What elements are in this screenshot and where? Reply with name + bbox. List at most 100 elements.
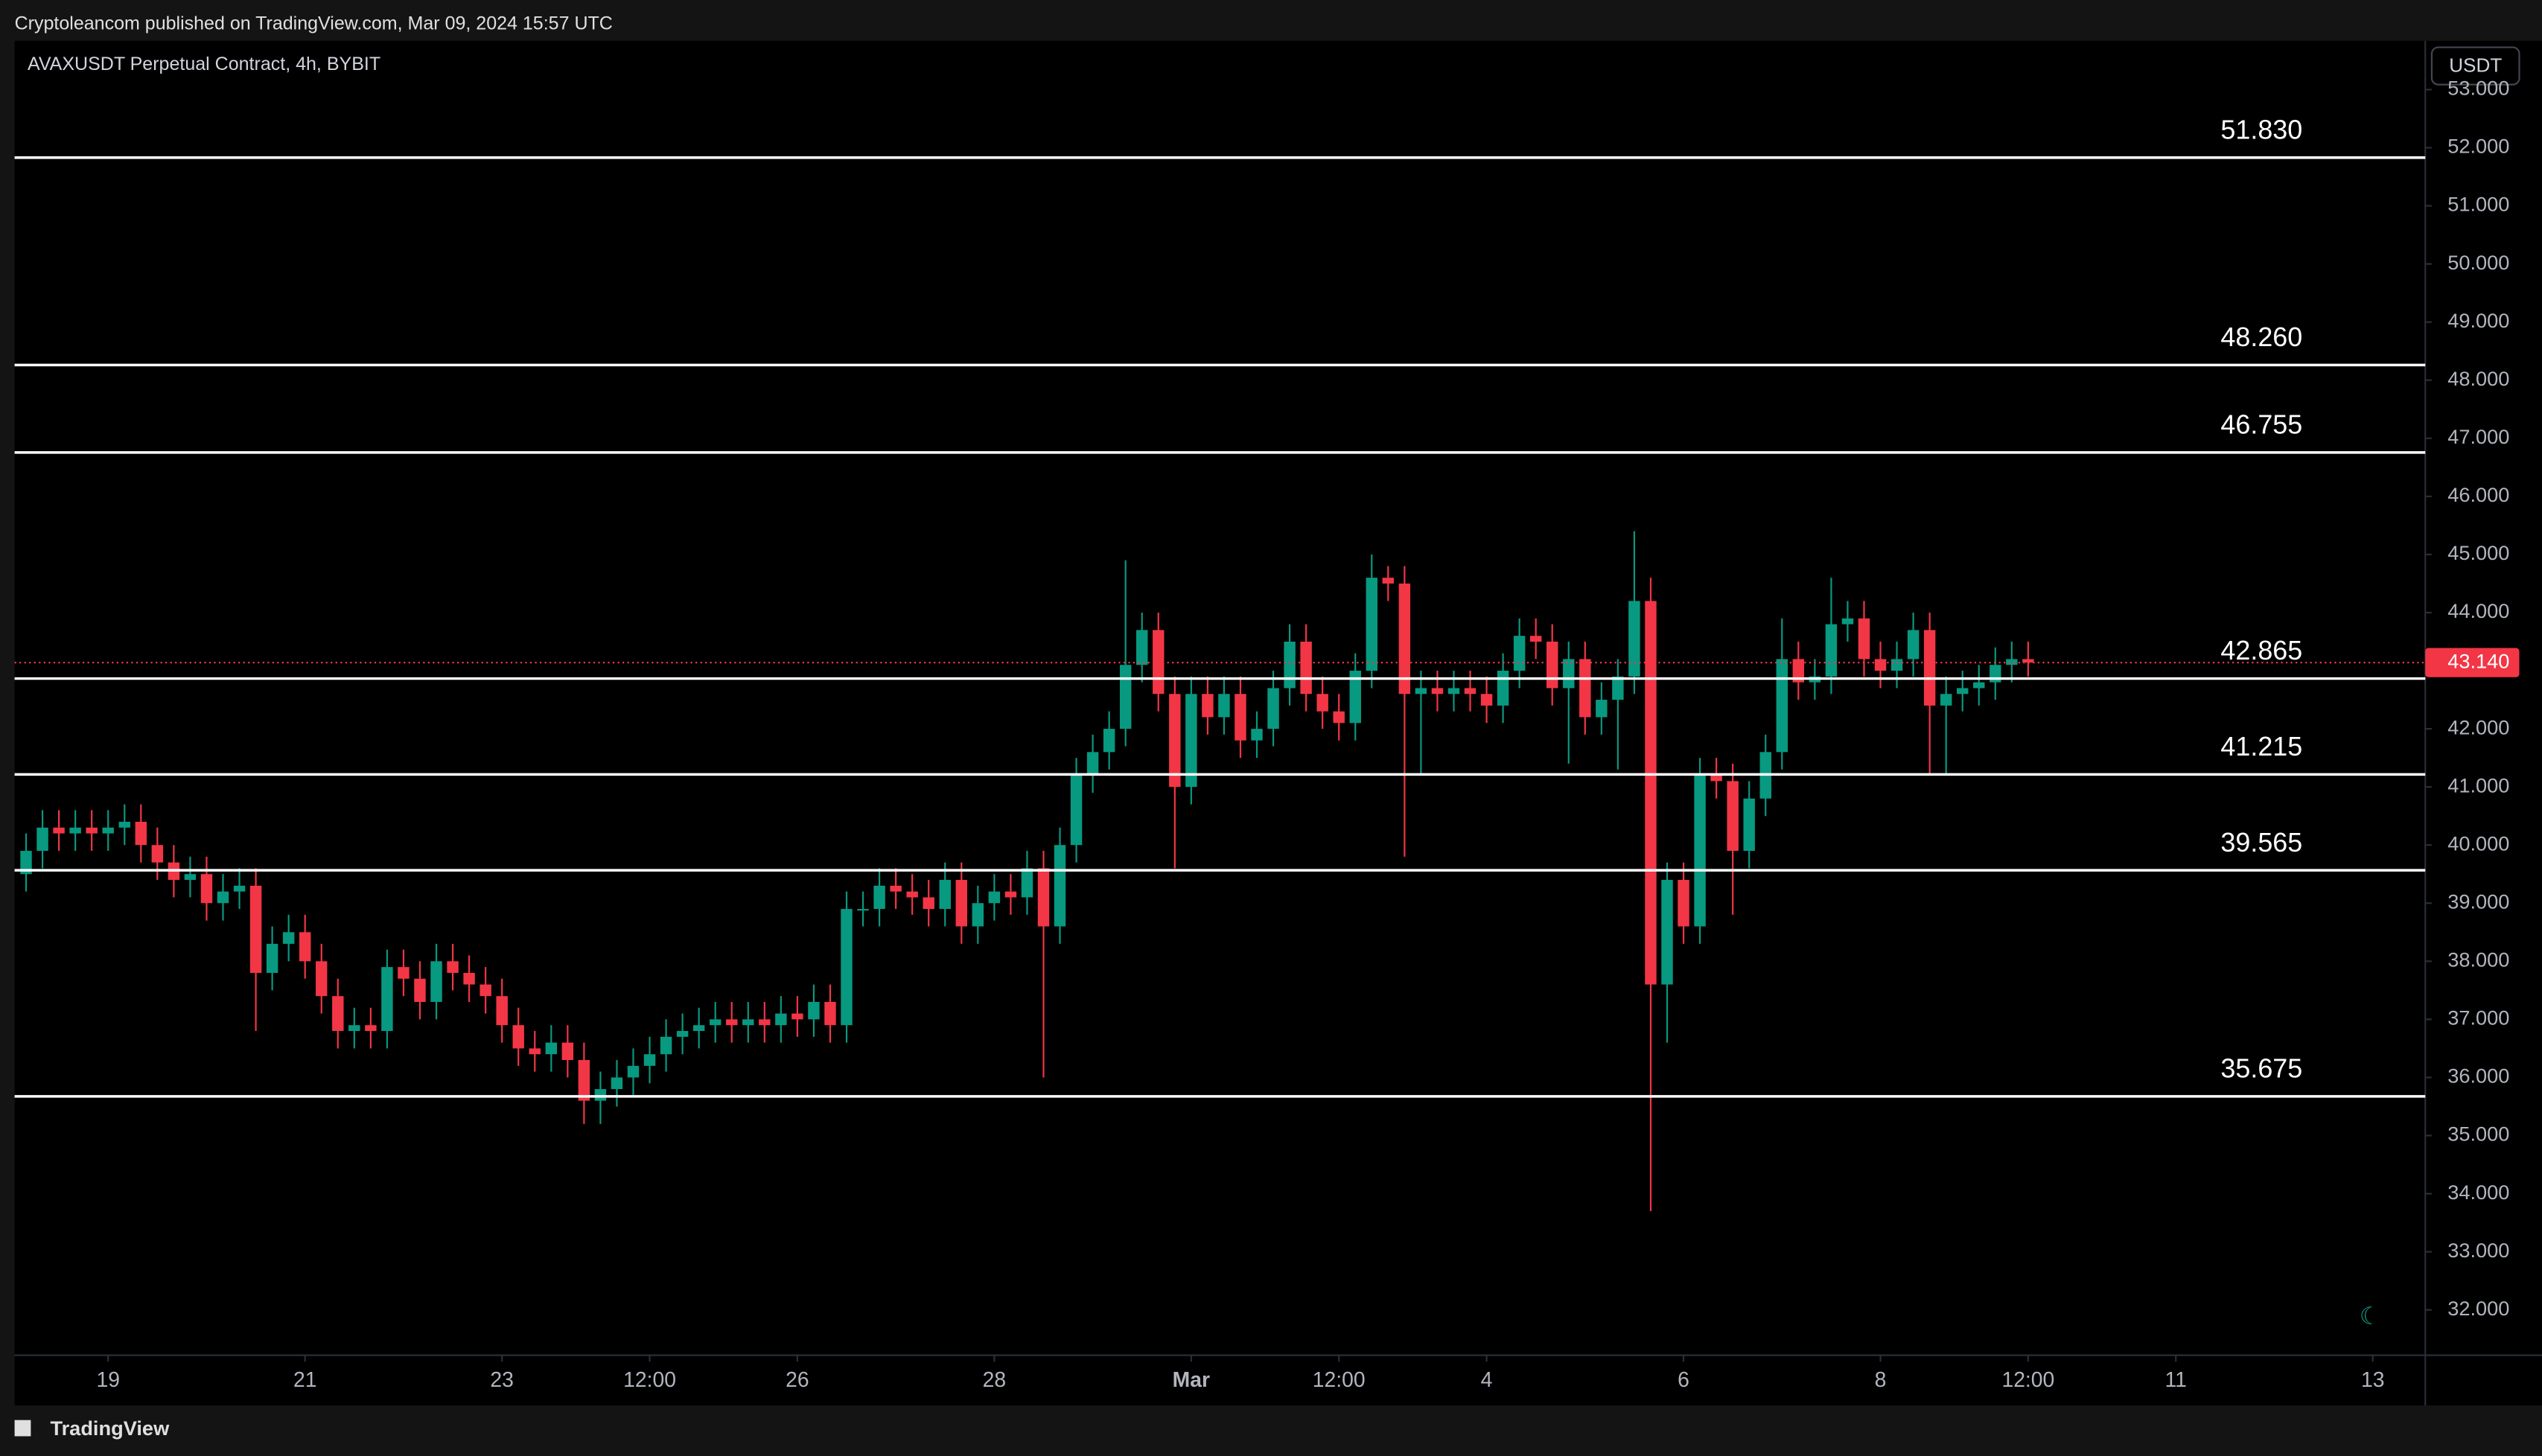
candle-body [2006, 659, 2018, 665]
candle-body [594, 1089, 607, 1101]
candle-body [1415, 688, 1427, 695]
candle-body [414, 978, 426, 1002]
candle-body [1645, 601, 1657, 985]
candle-body [1202, 694, 1214, 718]
y-tick-label: 45.000 [2447, 541, 2509, 564]
y-tick-label: 48.000 [2447, 367, 2509, 390]
candle-body [1957, 688, 1969, 695]
candle-body [1366, 578, 1377, 671]
candle-body [184, 874, 197, 881]
candle-body [1940, 694, 1952, 706]
candle-body [249, 885, 262, 973]
candle-body [1300, 641, 1312, 695]
candle-body [808, 1001, 820, 1020]
y-tick-label: 52.000 [2447, 135, 2509, 158]
x-tick-label: 8 [1875, 1367, 1887, 1391]
candle-body [1628, 601, 1640, 677]
x-tick-label: 19 [96, 1367, 119, 1391]
candle-body [1858, 618, 1870, 660]
candle-body [1874, 659, 1887, 671]
candle-body [430, 961, 442, 1002]
x-tick-label: 12:00 [2001, 1367, 2054, 1391]
candle-body [692, 1025, 705, 1032]
y-tick-label: 39.000 [2447, 890, 2509, 913]
candle-body [857, 909, 869, 911]
candle-body [463, 972, 475, 985]
candle-body [1792, 659, 1805, 683]
candle-body [660, 1036, 672, 1055]
candle-body [69, 827, 81, 834]
last-price-label: 43.140 [2447, 649, 2509, 672]
candle-body [1447, 688, 1460, 695]
candle-body [118, 821, 130, 828]
candle-body [841, 909, 853, 1026]
candle-body [151, 845, 164, 863]
candle-body [447, 961, 459, 973]
candle-body [398, 967, 410, 979]
y-tick-label: 50.000 [2447, 251, 2509, 274]
currency-label[interactable]: USDT [2449, 54, 2502, 77]
candle-body [1497, 671, 1509, 706]
x-tick-label: 4 [1481, 1367, 1493, 1391]
candle-body [1004, 891, 1017, 898]
candle-body [1136, 630, 1148, 665]
y-tick-label: 40.000 [2447, 831, 2509, 855]
theme-icon[interactable]: ☾ [2360, 1302, 2381, 1329]
candle-body [299, 932, 311, 962]
candle-body [1841, 618, 1854, 625]
candle-body [1037, 868, 1050, 927]
candle-body [135, 821, 147, 846]
candle-body [381, 967, 393, 1032]
candle-body [282, 932, 295, 944]
candle-body [1710, 775, 1722, 782]
candle-body [873, 885, 885, 910]
candle-body [1054, 845, 1066, 927]
x-tick-label: Mar [1173, 1367, 1210, 1391]
y-tick-label: 33.000 [2447, 1239, 2509, 1262]
x-tick-label: 6 [1678, 1367, 1689, 1391]
candle-body [775, 1013, 787, 1026]
candle-body [1169, 694, 1181, 788]
candle-body [923, 897, 934, 910]
candle-body [53, 827, 65, 834]
candle-body [1579, 659, 1591, 718]
candle-body [20, 851, 32, 875]
level-label: 39.565 [2220, 827, 2302, 858]
candle-body [1431, 688, 1444, 695]
candle-body [742, 1019, 754, 1026]
y-tick-label: 49.000 [2447, 309, 2509, 332]
candle-body [1727, 781, 1739, 852]
candle-body [824, 1001, 836, 1026]
publish-note: Cryptoleancom published on TradingView.c… [15, 13, 613, 34]
candle-body [972, 903, 984, 927]
x-tick-label: 12:00 [623, 1367, 676, 1391]
candle-body [578, 1060, 590, 1101]
candle-body [1119, 665, 1132, 729]
level-label: 42.865 [2220, 635, 2302, 665]
candle-body [1464, 688, 1477, 695]
candle-body [1596, 700, 1608, 718]
y-tick-label: 53.000 [2447, 77, 2509, 100]
candle-body [1349, 671, 1361, 724]
candle-body [86, 827, 98, 834]
candle-body [627, 1065, 640, 1078]
candle-body [266, 943, 278, 973]
currency-button[interactable] [2430, 46, 2520, 86]
candle-body [1284, 641, 1296, 689]
candle-body [726, 1019, 738, 1026]
x-tick-label: 21 [293, 1367, 316, 1391]
candle-body [1103, 729, 1115, 753]
x-tick-label: 11 [2165, 1367, 2187, 1391]
candle-body [545, 1042, 558, 1055]
x-tick-label: 28 [983, 1367, 1006, 1391]
y-tick-label: 51.000 [2447, 193, 2509, 216]
y-tick-label: 44.000 [2447, 599, 2509, 622]
candle-body [1235, 694, 1246, 741]
candle-body [200, 874, 213, 904]
level-label: 46.755 [2220, 409, 2302, 440]
level-label: 48.260 [2220, 322, 2302, 352]
level-label: 51.830 [2220, 114, 2302, 144]
candle-body [1316, 694, 1328, 712]
candle-body [217, 891, 229, 904]
candle-body [1070, 775, 1083, 846]
